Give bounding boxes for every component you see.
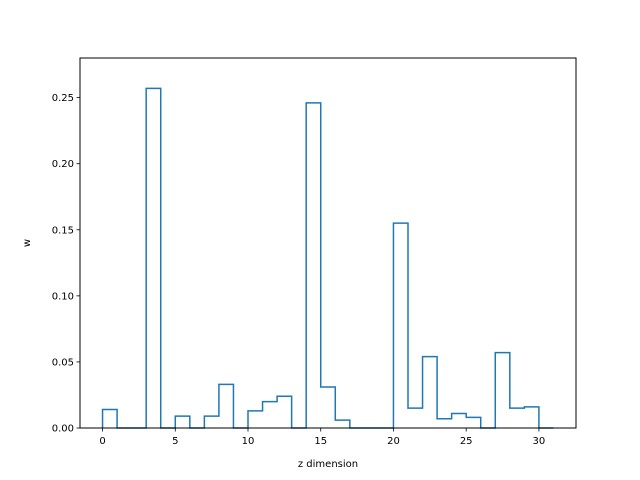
- x-tick-label: 10: [242, 436, 255, 447]
- y-tick-label: 0.25: [52, 93, 74, 104]
- plot-area: [80, 58, 576, 428]
- y-tick-label: 0.00: [52, 424, 74, 435]
- y-axis-label: w: [22, 239, 33, 247]
- x-tick-label: 5: [172, 436, 178, 447]
- x-axis-ticks: 0 5 10 15 20 25 30: [99, 428, 545, 447]
- x-tick-label: 30: [533, 436, 546, 447]
- axes-frame: [79, 57, 577, 429]
- y-tick-label: 0.15: [52, 225, 74, 236]
- x-tick-label: 0: [99, 436, 105, 447]
- y-axis-ticks: 0.00 0.05 0.10 0.15 0.20 0.25: [52, 93, 80, 435]
- histogram-steps: [101, 87, 554, 429]
- x-tick-label: 20: [387, 436, 400, 447]
- x-axis-label: z dimension: [298, 459, 358, 470]
- histogram-step-line: [101, 87, 554, 429]
- y-tick-label: 0.10: [52, 291, 74, 302]
- y-tick-label: 0.05: [52, 357, 74, 368]
- y-tick-label: 0.20: [52, 159, 74, 170]
- x-tick-label: 15: [314, 436, 327, 447]
- x-tick-label: 25: [460, 436, 473, 447]
